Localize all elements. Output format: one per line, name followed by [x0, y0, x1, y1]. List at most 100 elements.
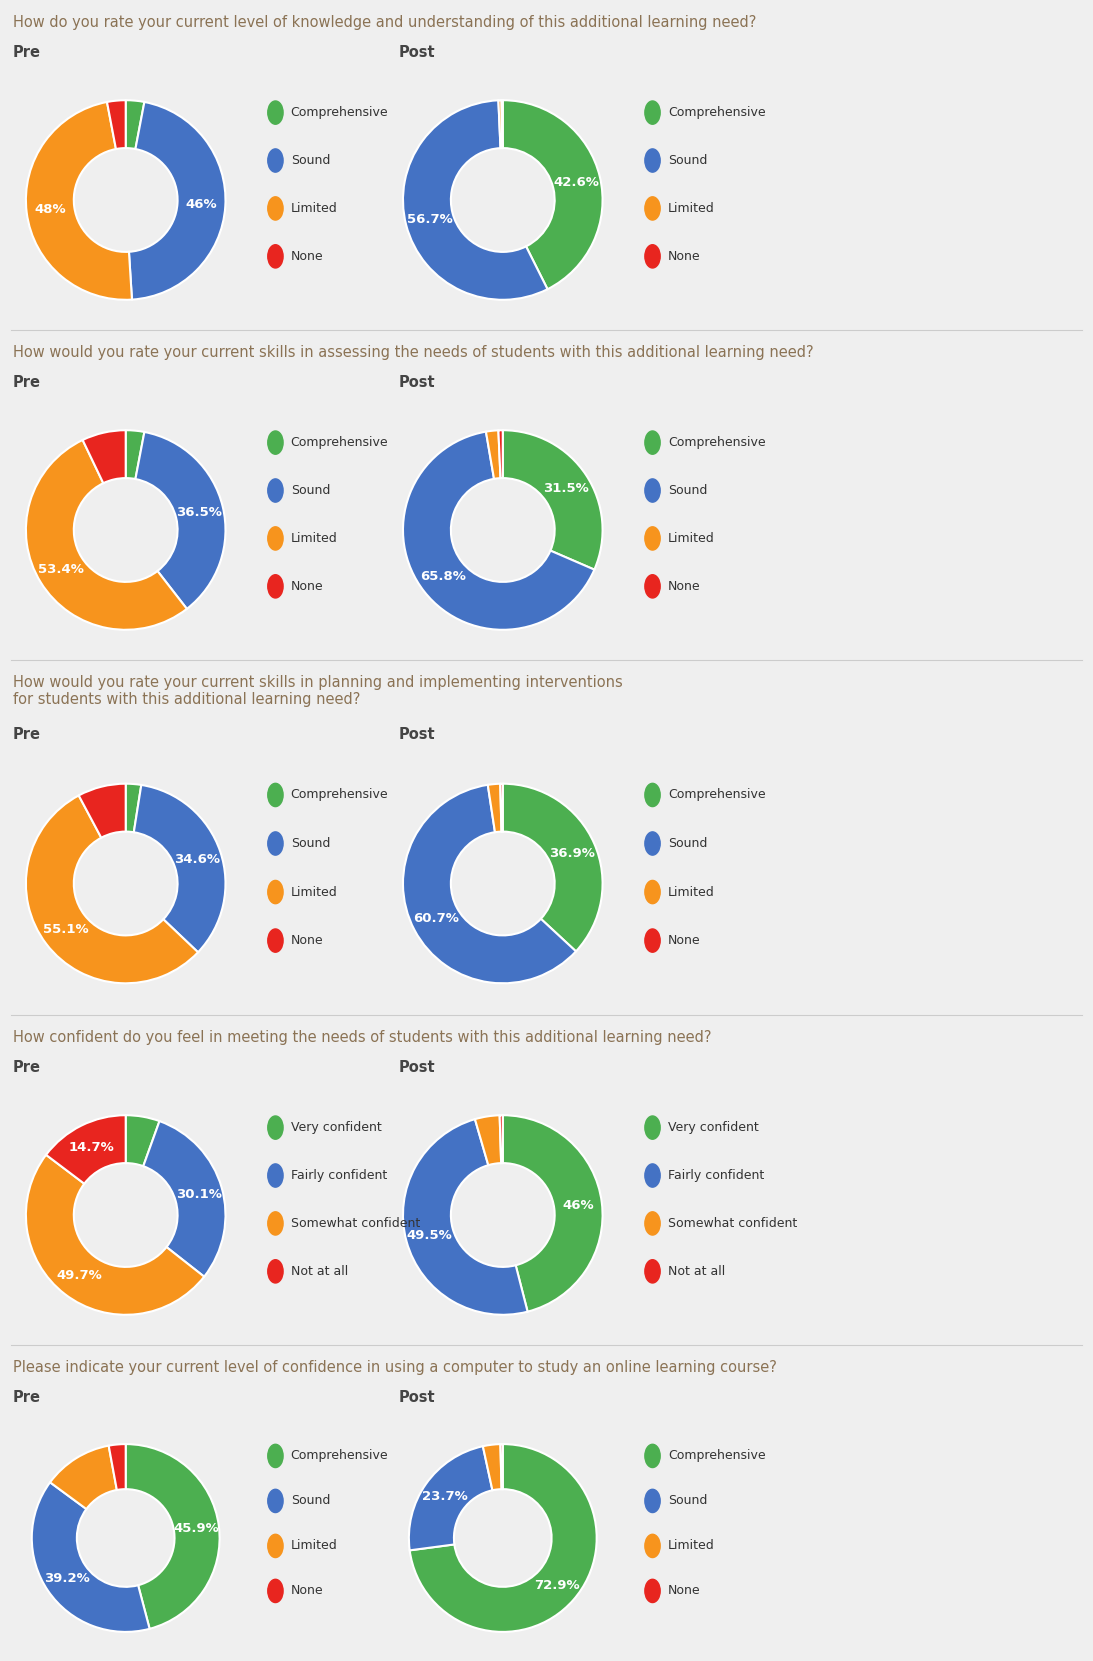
Text: Fairly confident: Fairly confident	[291, 1169, 387, 1183]
Text: None: None	[668, 580, 701, 593]
Text: 36.5%: 36.5%	[176, 507, 222, 518]
Text: Very confident: Very confident	[291, 1121, 381, 1134]
Wedge shape	[46, 1115, 126, 1184]
Wedge shape	[126, 430, 144, 478]
Text: Fairly confident: Fairly confident	[668, 1169, 764, 1183]
Text: Post: Post	[399, 375, 436, 390]
Text: Comprehensive: Comprehensive	[668, 1450, 765, 1462]
Wedge shape	[403, 100, 548, 299]
Text: Not at all: Not at all	[291, 1264, 348, 1277]
Text: Sound: Sound	[291, 837, 330, 850]
Text: None: None	[291, 933, 324, 947]
Text: 53.4%: 53.4%	[38, 563, 84, 576]
Text: Limited: Limited	[291, 203, 338, 214]
Wedge shape	[409, 1447, 493, 1550]
Text: Not at all: Not at all	[668, 1264, 725, 1277]
Text: 55.1%: 55.1%	[43, 924, 89, 935]
Text: 60.7%: 60.7%	[413, 912, 459, 925]
Text: Limited: Limited	[668, 532, 715, 545]
Text: Pre: Pre	[13, 375, 42, 390]
Text: 65.8%: 65.8%	[420, 570, 466, 583]
Text: Somewhat confident: Somewhat confident	[291, 1218, 420, 1229]
Wedge shape	[498, 430, 503, 478]
Text: Post: Post	[399, 1390, 436, 1405]
Text: Sound: Sound	[291, 154, 330, 168]
Text: Limited: Limited	[291, 1540, 338, 1553]
Text: Post: Post	[399, 728, 436, 742]
Text: 30.1%: 30.1%	[176, 1188, 222, 1201]
Text: 46%: 46%	[562, 1199, 593, 1213]
Wedge shape	[107, 100, 126, 149]
Wedge shape	[403, 1120, 528, 1316]
Wedge shape	[126, 1115, 160, 1166]
Text: Limited: Limited	[668, 885, 715, 899]
Text: Somewhat confident: Somewhat confident	[668, 1218, 797, 1229]
Text: Sound: Sound	[668, 483, 707, 497]
Wedge shape	[126, 1443, 220, 1629]
Text: Sound: Sound	[291, 1495, 330, 1508]
Text: 56.7%: 56.7%	[407, 213, 453, 226]
Wedge shape	[475, 1115, 502, 1164]
Wedge shape	[136, 432, 225, 610]
Text: How would you rate your current skills in planning and implementing intervention: How would you rate your current skills i…	[13, 674, 623, 708]
Text: None: None	[668, 249, 701, 262]
Text: 49.7%: 49.7%	[57, 1269, 103, 1282]
Text: Limited: Limited	[291, 885, 338, 899]
Text: 36.9%: 36.9%	[550, 847, 596, 860]
Text: 45.9%: 45.9%	[174, 1523, 220, 1535]
Wedge shape	[26, 796, 198, 983]
Text: Comprehensive: Comprehensive	[668, 106, 765, 120]
Text: Limited: Limited	[668, 1540, 715, 1553]
Text: None: None	[291, 580, 324, 593]
Text: Pre: Pre	[13, 1390, 42, 1405]
Wedge shape	[501, 784, 503, 832]
Text: 72.9%: 72.9%	[533, 1578, 579, 1591]
Text: Limited: Limited	[291, 532, 338, 545]
Wedge shape	[410, 1443, 597, 1631]
Text: None: None	[668, 933, 701, 947]
Text: Pre: Pre	[13, 1060, 42, 1075]
Wedge shape	[126, 784, 141, 832]
Wedge shape	[503, 100, 602, 289]
Text: 49.5%: 49.5%	[407, 1229, 453, 1241]
Wedge shape	[108, 1443, 126, 1490]
Wedge shape	[403, 786, 576, 983]
Text: 34.6%: 34.6%	[175, 852, 221, 865]
Wedge shape	[32, 1482, 150, 1631]
Wedge shape	[26, 1154, 204, 1316]
Text: Comprehensive: Comprehensive	[291, 789, 388, 802]
Text: None: None	[291, 1585, 324, 1598]
Text: 42.6%: 42.6%	[554, 176, 600, 189]
Wedge shape	[143, 1121, 225, 1277]
Wedge shape	[133, 786, 225, 952]
Wedge shape	[403, 432, 595, 630]
Wedge shape	[487, 784, 502, 832]
Wedge shape	[26, 440, 187, 630]
Wedge shape	[500, 1115, 503, 1163]
Text: 48%: 48%	[35, 203, 67, 216]
Text: Post: Post	[399, 1060, 436, 1075]
Text: Sound: Sound	[291, 483, 330, 497]
Text: Comprehensive: Comprehensive	[291, 106, 388, 120]
Wedge shape	[129, 101, 225, 299]
Text: Sound: Sound	[668, 1495, 707, 1508]
Text: Limited: Limited	[668, 203, 715, 214]
Wedge shape	[503, 1115, 602, 1312]
Text: None: None	[291, 249, 324, 262]
Text: None: None	[668, 1585, 701, 1598]
Text: Very confident: Very confident	[668, 1121, 759, 1134]
Text: 46%: 46%	[186, 198, 218, 211]
Wedge shape	[483, 1443, 502, 1490]
Wedge shape	[79, 784, 126, 837]
Text: How would you rate your current skills in assessing the needs of students with t: How would you rate your current skills i…	[13, 345, 814, 360]
Wedge shape	[503, 784, 602, 952]
Wedge shape	[498, 100, 502, 148]
Wedge shape	[501, 1443, 503, 1490]
Text: Sound: Sound	[668, 837, 707, 850]
Text: 31.5%: 31.5%	[543, 482, 589, 495]
Text: Comprehensive: Comprehensive	[291, 437, 388, 448]
Wedge shape	[503, 430, 602, 570]
Text: Pre: Pre	[13, 728, 42, 742]
Text: Post: Post	[399, 45, 436, 60]
Text: Comprehensive: Comprehensive	[291, 1450, 388, 1462]
